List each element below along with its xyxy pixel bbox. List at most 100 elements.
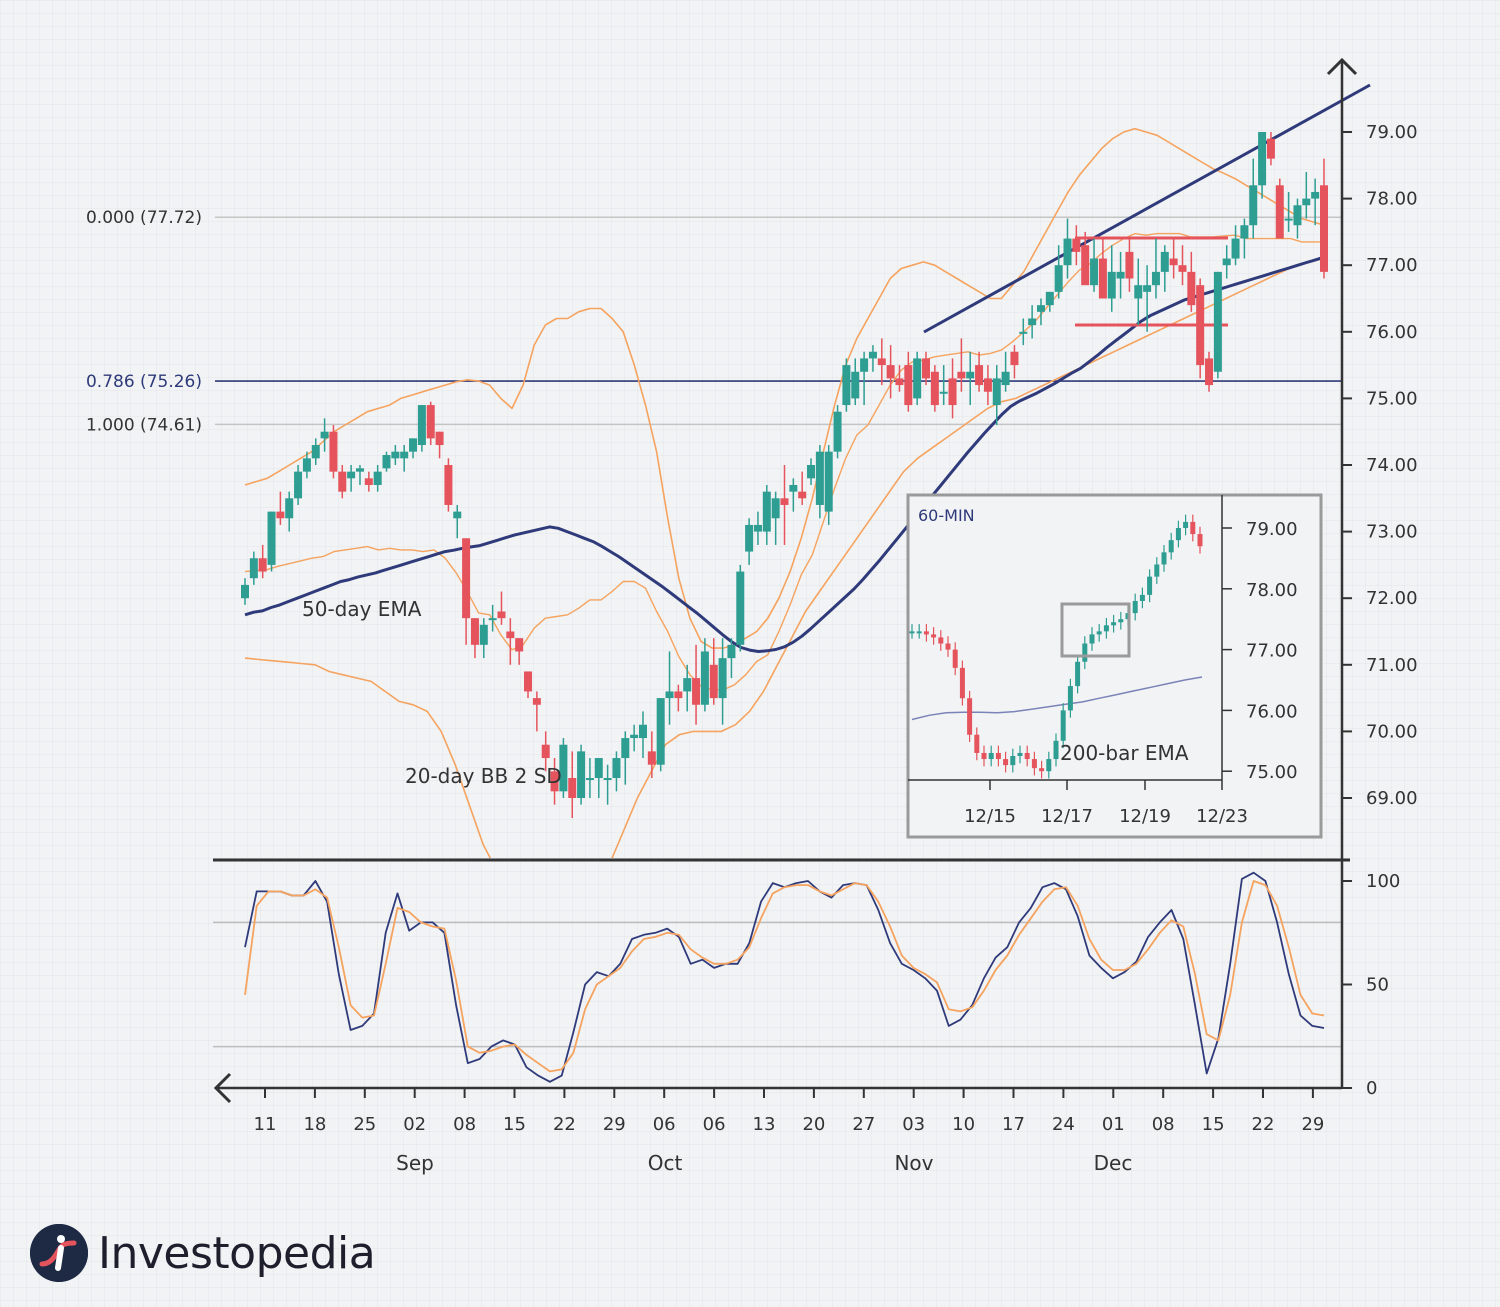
- channel-upper: [923, 83, 1371, 334]
- time-tick-label: 08: [1152, 1114, 1175, 1135]
- candle: [718, 638, 727, 725]
- candle: [630, 724, 639, 752]
- inset-candle: [931, 627, 937, 645]
- candle: [904, 351, 913, 412]
- candle: [851, 358, 860, 406]
- candle: [674, 684, 683, 712]
- candle: [1160, 245, 1169, 292]
- inset-candle: [916, 624, 922, 639]
- candle: [983, 365, 992, 406]
- candle: [727, 638, 736, 679]
- inset-time-label: 12/19: [1119, 806, 1171, 827]
- inset-candle: [1067, 678, 1073, 718]
- candle: [913, 351, 922, 406]
- candle: [249, 551, 258, 585]
- time-tick-label: 18: [303, 1114, 326, 1135]
- candle: [417, 405, 426, 452]
- candle: [302, 451, 311, 479]
- inset-candle: [995, 745, 1001, 767]
- candle: [409, 438, 418, 459]
- fib-label: 0.000 (77.72): [86, 208, 202, 228]
- time-tick-label: 29: [1301, 1114, 1324, 1135]
- candle: [1098, 238, 1107, 299]
- candle: [373, 465, 382, 492]
- inset-candle: [1089, 627, 1095, 651]
- time-tick-label: 02: [403, 1114, 426, 1135]
- time-tick-label: 22: [1252, 1114, 1275, 1135]
- candle: [1187, 251, 1196, 312]
- candle: [294, 465, 303, 505]
- bollinger-lower-band: [244, 257, 1325, 858]
- time-tick-label: 06: [703, 1114, 726, 1135]
- candle: [745, 518, 754, 565]
- candle: [1010, 345, 1019, 379]
- candle: [1222, 245, 1231, 279]
- axes: [213, 57, 1358, 1104]
- candle: [1231, 225, 1240, 266]
- candle: [1178, 245, 1187, 286]
- time-tick-label: 06: [653, 1114, 676, 1135]
- candle: [1284, 191, 1293, 232]
- month-label: Nov: [894, 1151, 933, 1175]
- price-tick-label: 73.00: [1366, 522, 1418, 543]
- inset-candle: [1154, 557, 1160, 584]
- time-tick-label: 13: [753, 1114, 776, 1135]
- inset-candle: [1197, 526, 1203, 554]
- stochastic-d-line: [244, 880, 1325, 1073]
- candle: [939, 365, 948, 406]
- candle: [1151, 238, 1160, 299]
- inset-ema-annotation: 200-bar EMA: [1060, 741, 1189, 765]
- inset-price-label: 77.00: [1246, 641, 1298, 662]
- candle: [267, 511, 276, 572]
- ema-annotation: 50-day EMA: [302, 597, 422, 621]
- candle: [1045, 291, 1054, 312]
- candle: [1134, 258, 1143, 326]
- candle: [285, 491, 294, 532]
- candle: [329, 425, 338, 479]
- candle: [577, 744, 586, 805]
- candle: [1081, 231, 1090, 286]
- inset-candle: [938, 630, 944, 651]
- candle: [364, 471, 373, 492]
- candle: [311, 438, 320, 465]
- candle: [1001, 351, 1010, 392]
- candle: [426, 401, 435, 446]
- inset-candle: [1161, 545, 1167, 572]
- inset-candle: [1017, 745, 1023, 764]
- investopedia-logo[interactable]: Investopedia: [30, 1218, 376, 1288]
- candle: [1116, 251, 1125, 299]
- oscillator-tick-label: 0: [1366, 1078, 1377, 1099]
- candle: [382, 451, 391, 472]
- candle: [515, 638, 524, 665]
- price-tick-label: 76.00: [1366, 322, 1418, 343]
- candle: [338, 465, 347, 499]
- bb-upper-line: [244, 127, 1325, 649]
- inset-time-label: 12/17: [1041, 806, 1093, 827]
- inset-time-label: 12/15: [964, 806, 1016, 827]
- time-tick-label: 10: [952, 1114, 975, 1135]
- candle: [1205, 351, 1214, 392]
- bb-annotation: 20-day BB 2 SD: [405, 764, 562, 788]
- candle: [347, 465, 356, 492]
- oscillator-tick-label: 50: [1366, 975, 1389, 996]
- candle: [1240, 218, 1249, 259]
- candle: [276, 491, 285, 525]
- candle: [470, 618, 479, 659]
- fib-label: 0.786 (75.26): [86, 372, 202, 392]
- candle: [320, 418, 329, 452]
- inset-candle: [1024, 745, 1030, 767]
- text-labels: 0.000 (77.72) 0.786 (75.26) 1.000 (74.61) 7…: [86, 122, 1418, 1175]
- candle: [1266, 132, 1275, 166]
- candle: [922, 351, 931, 386]
- inset-candle: [1168, 532, 1174, 560]
- candle: [683, 664, 692, 712]
- candle: [762, 484, 771, 545]
- candle: [1125, 238, 1134, 292]
- candle: [1302, 171, 1311, 219]
- brand-name: Investopedia: [98, 1227, 376, 1279]
- candle: [753, 511, 762, 545]
- price-tick-label: 71.00: [1366, 655, 1418, 676]
- candle: [462, 538, 471, 645]
- inset-candle: [1139, 587, 1145, 609]
